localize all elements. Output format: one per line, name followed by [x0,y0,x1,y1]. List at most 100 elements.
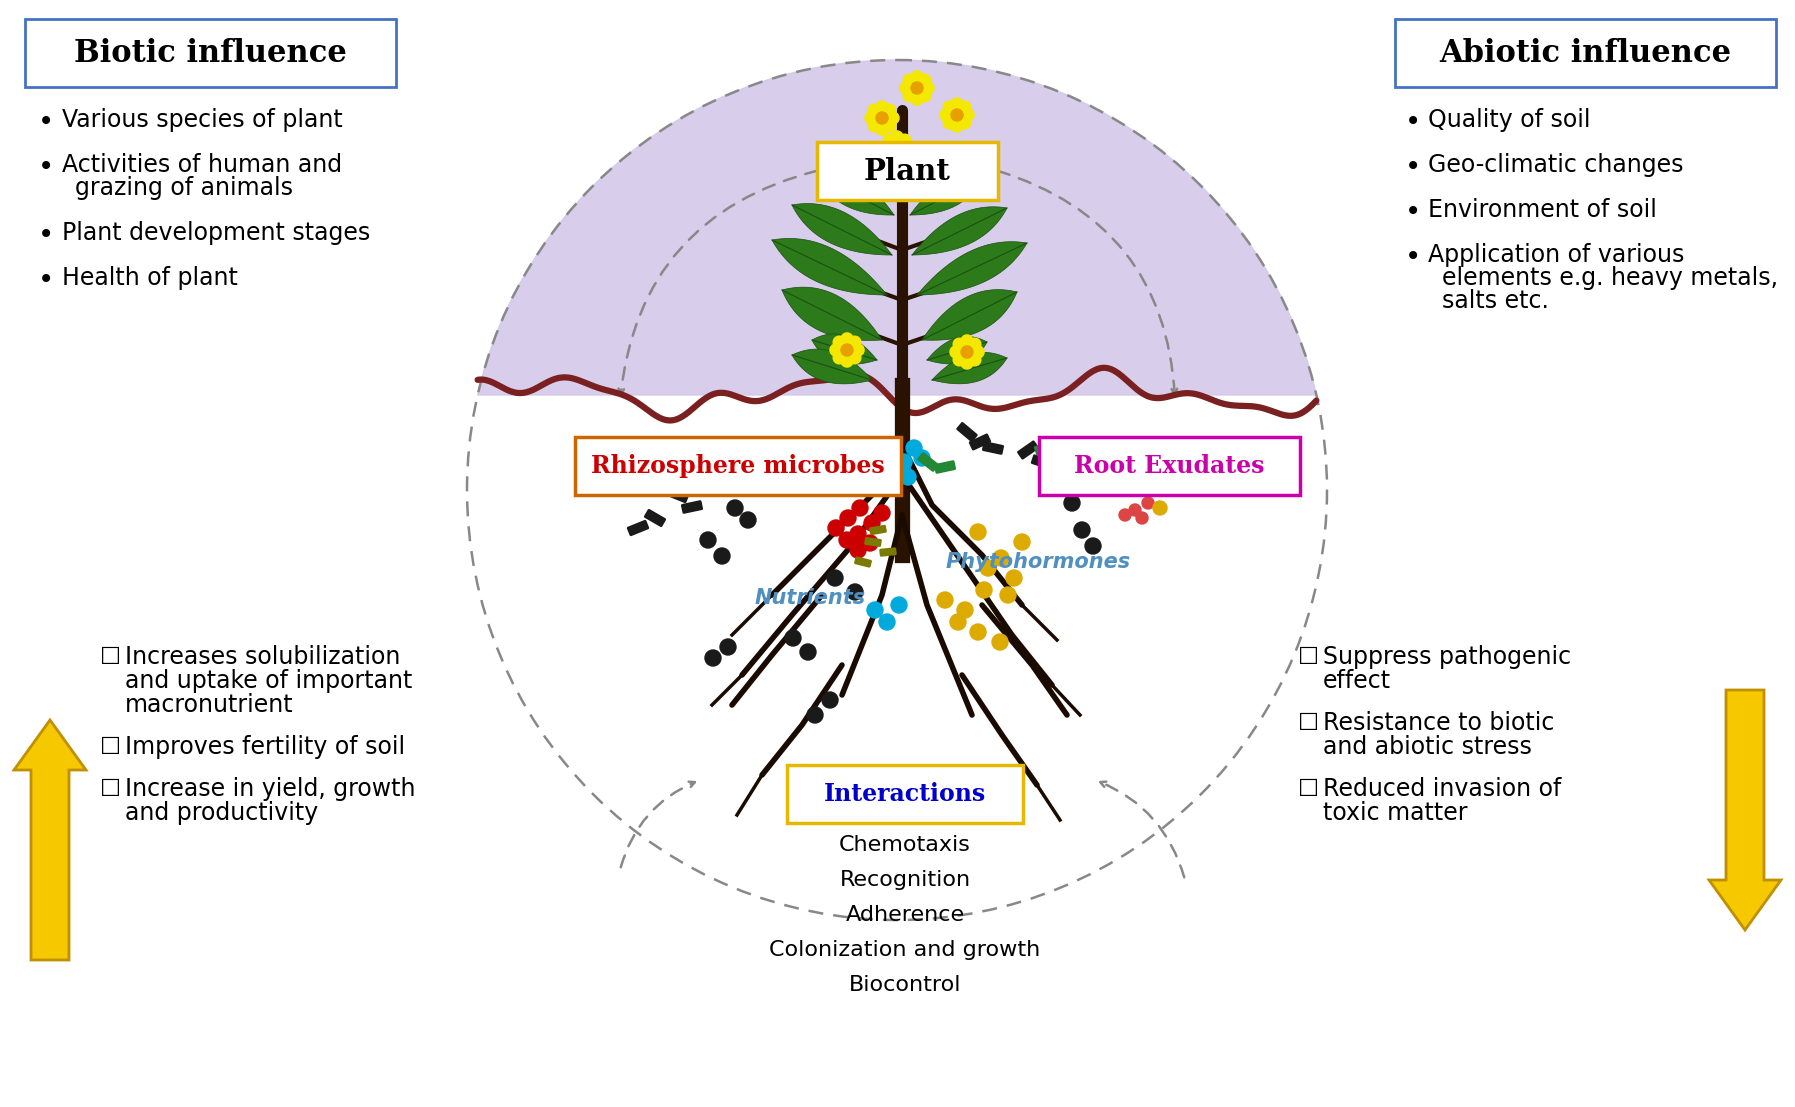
FancyBboxPatch shape [880,547,898,557]
Text: □: □ [101,645,120,665]
Circle shape [944,162,955,174]
FancyBboxPatch shape [574,437,901,495]
Circle shape [883,104,896,116]
Circle shape [969,524,985,540]
FancyBboxPatch shape [680,500,704,514]
Text: Biocontrol: Biocontrol [849,975,962,995]
Circle shape [876,123,889,135]
FancyBboxPatch shape [626,520,650,536]
FancyBboxPatch shape [1018,441,1039,459]
Circle shape [1000,587,1016,603]
Circle shape [1129,504,1142,516]
Text: Abiotic influence: Abiotic influence [1440,38,1732,69]
Text: •: • [1405,198,1422,226]
Text: Health of plant: Health of plant [63,266,239,290]
Text: and abiotic stress: and abiotic stress [1323,735,1531,759]
Text: Improves fertility of soil: Improves fertility of soil [126,735,406,759]
Circle shape [969,624,985,640]
Polygon shape [477,60,1316,395]
Circle shape [1050,480,1066,496]
Circle shape [885,444,901,461]
Text: macronutrient: macronutrient [126,693,294,717]
Circle shape [944,146,955,158]
Circle shape [876,101,889,113]
FancyBboxPatch shape [869,525,887,535]
Circle shape [910,82,923,94]
Text: □: □ [1298,645,1319,665]
Circle shape [865,112,878,124]
Circle shape [969,338,980,350]
Circle shape [899,82,912,94]
Circle shape [993,634,1009,650]
Polygon shape [792,204,892,255]
Circle shape [847,584,863,600]
Circle shape [801,644,817,660]
Text: •: • [1405,108,1422,136]
FancyBboxPatch shape [933,461,957,474]
Circle shape [993,550,1009,566]
Polygon shape [772,238,887,294]
Circle shape [1073,523,1090,538]
Circle shape [878,464,894,480]
Circle shape [969,354,980,365]
Circle shape [883,149,896,162]
Circle shape [951,120,964,132]
Circle shape [1084,538,1100,554]
Circle shape [942,116,955,128]
Text: Chemotaxis: Chemotaxis [838,835,971,855]
Circle shape [903,74,915,86]
FancyBboxPatch shape [1395,19,1775,87]
Circle shape [833,352,845,364]
FancyBboxPatch shape [786,765,1023,823]
Circle shape [876,112,889,124]
Circle shape [1136,513,1149,524]
Text: □: □ [1298,711,1319,731]
Circle shape [714,548,731,563]
Circle shape [948,154,959,166]
Text: Nutrients: Nutrients [754,588,865,608]
Text: Application of various: Application of various [1429,244,1684,267]
Circle shape [935,165,948,177]
Circle shape [960,335,973,348]
FancyBboxPatch shape [863,537,881,547]
Circle shape [980,560,996,576]
Text: •: • [1405,244,1422,271]
Circle shape [740,513,756,528]
Text: Increase in yield, growth: Increase in yield, growth [126,777,415,801]
Text: Interactions: Interactions [824,782,985,806]
FancyBboxPatch shape [1066,457,1090,469]
FancyBboxPatch shape [1030,454,1054,469]
Circle shape [883,120,896,132]
Circle shape [700,532,716,548]
Circle shape [1118,509,1131,521]
Circle shape [833,337,845,349]
Text: and uptake of important: and uptake of important [126,669,413,693]
FancyBboxPatch shape [829,444,851,461]
Circle shape [840,510,856,526]
Circle shape [840,333,853,345]
Circle shape [853,344,863,356]
FancyBboxPatch shape [835,458,856,473]
FancyBboxPatch shape [644,509,666,527]
Text: Biotic influence: Biotic influence [74,38,346,69]
Text: Geo-climatic changes: Geo-climatic changes [1429,153,1684,177]
Text: □: □ [101,777,120,797]
Circle shape [1152,501,1167,515]
FancyBboxPatch shape [1039,437,1300,495]
FancyBboxPatch shape [1050,444,1073,462]
Circle shape [924,154,937,166]
Text: and productivity: and productivity [126,801,318,825]
Circle shape [829,344,842,356]
Circle shape [951,97,964,110]
Polygon shape [932,352,1007,384]
Text: Environment of soil: Environment of soil [1429,198,1657,223]
Circle shape [937,592,953,608]
Text: Various species of plant: Various species of plant [63,108,343,132]
Circle shape [906,439,923,456]
Text: effect: effect [1323,669,1391,693]
Circle shape [840,344,853,356]
Polygon shape [926,337,987,364]
Circle shape [950,614,966,630]
Text: •: • [38,221,54,249]
Circle shape [1014,534,1030,550]
